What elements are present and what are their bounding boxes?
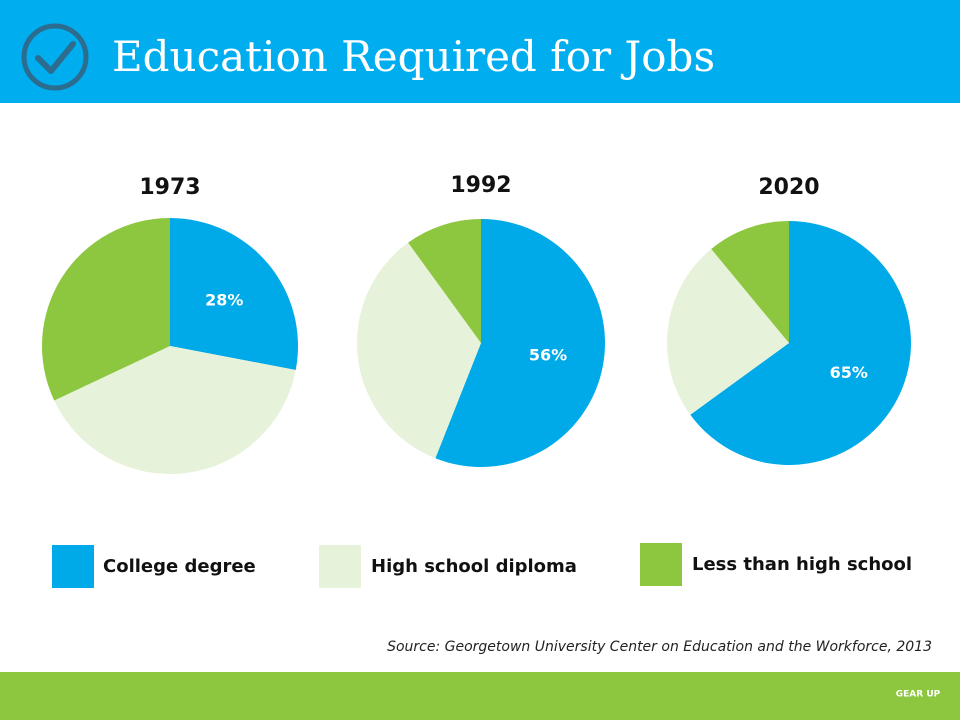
legend-label: College degree: [103, 556, 256, 577]
legend-swatch: [640, 543, 682, 586]
pie-title: 1992: [450, 173, 511, 198]
slice-label: 56%: [529, 345, 567, 364]
legend-swatch: [319, 545, 361, 588]
legend-swatch: [52, 545, 94, 588]
pie-slice: [690, 221, 911, 465]
legend-label: Less than high school: [692, 554, 912, 575]
pie-title: 1973: [139, 175, 200, 200]
pie-slice: [408, 219, 481, 343]
slice-label: 28%: [205, 291, 243, 310]
footer-band: [0, 672, 960, 720]
pie-title: 2020: [758, 175, 819, 200]
legend-label: High school diploma: [371, 556, 577, 577]
pie-slice: [711, 221, 789, 343]
pie-slice: [41, 218, 170, 401]
source-note: Source: Georgetown University Center on …: [387, 639, 932, 655]
pie-slice: [356, 242, 481, 459]
pie-slice: [435, 219, 606, 467]
pie-slice: [54, 346, 296, 474]
slide-title: Education Required for Jobs: [112, 32, 715, 81]
check-icon-circle: [21, 23, 89, 91]
header-band: [0, 0, 960, 103]
slice-label: 65%: [830, 363, 868, 382]
pie-slice: [667, 248, 789, 415]
check-icon-mark: [35, 41, 76, 74]
pie-slice: [170, 218, 298, 370]
footer-logo: GEAR UP: [896, 690, 941, 700]
